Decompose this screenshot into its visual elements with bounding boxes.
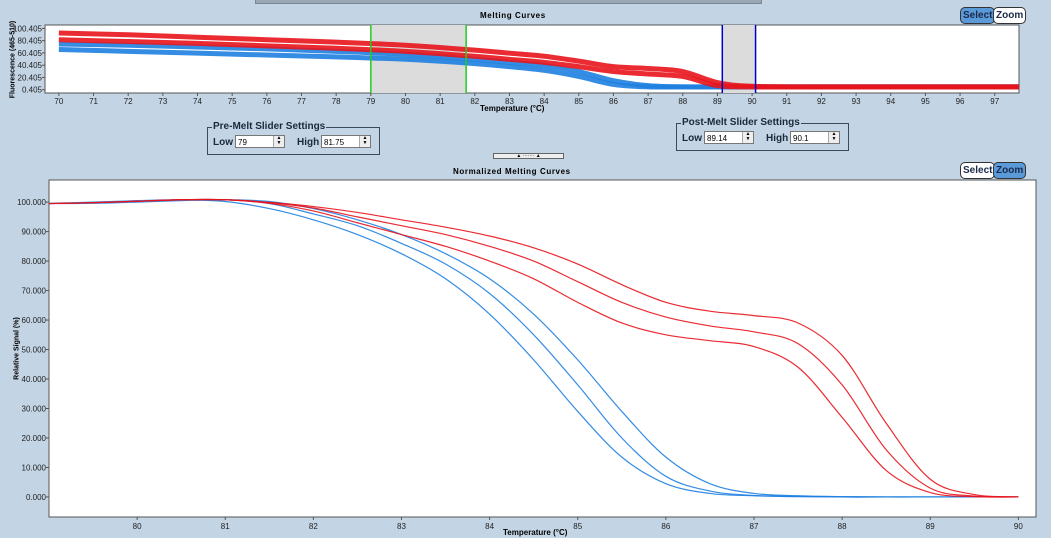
top-select-button[interactable]: Select xyxy=(960,7,996,24)
x-tick-label: 80 xyxy=(401,97,410,106)
x-tick-label: 86 xyxy=(609,97,618,106)
curve-red xyxy=(49,198,1019,498)
x-tick-label: 71 xyxy=(89,97,98,106)
curve-red xyxy=(58,37,1019,90)
x-tick-label: 77 xyxy=(297,97,306,106)
x-tick-label: 87 xyxy=(644,97,653,106)
y-tick-label: 60.405 xyxy=(18,49,43,58)
x-tick-label: 83 xyxy=(505,97,514,106)
post-melt-region xyxy=(722,25,756,93)
x-tick-label: 96 xyxy=(956,97,965,106)
y-tick-label: 0.405 xyxy=(22,86,43,95)
x-tick-label: 82 xyxy=(470,97,479,106)
top-scroll-strip[interactable] xyxy=(255,0,762,4)
y-tick-label: 100.405 xyxy=(13,24,42,33)
x-tick-label: 91 xyxy=(782,97,791,106)
x-tick-label: 79 xyxy=(366,97,375,106)
y-tick-label: 20.000 xyxy=(22,434,47,443)
y-tick-label: 90.000 xyxy=(22,228,47,237)
x-tick-label: 85 xyxy=(573,522,582,531)
x-tick-label: 82 xyxy=(309,522,318,531)
pre-melt-low-label: Low xyxy=(213,137,233,148)
y-tick-label: 70.000 xyxy=(22,287,47,296)
x-tick-label: 72 xyxy=(124,97,133,106)
x-tick-label: 92 xyxy=(817,97,826,106)
x-tick-label: 83 xyxy=(397,522,406,531)
top-x-axis-label: Temperature (°C) xyxy=(480,104,545,113)
x-tick-label: 88 xyxy=(678,97,687,106)
y-tick-label: 60.000 xyxy=(22,316,47,325)
x-tick-label: 81 xyxy=(436,97,445,106)
x-tick-label: 84 xyxy=(485,522,494,531)
pre-melt-high-input[interactable]: 81.75 ▲ ▼ xyxy=(321,135,371,148)
pre-melt-slider-settings: Pre-Melt Slider Settings Low 79 ▲ ▼ High 8… xyxy=(207,121,380,155)
panel-splitter-handle[interactable]: ▲ ······· ▲ xyxy=(493,153,564,159)
bottom-select-button[interactable]: Select xyxy=(960,162,996,179)
spinner-arrows-icon[interactable]: ▲ ▼ xyxy=(359,136,370,147)
y-tick-label: 10.000 xyxy=(22,463,47,472)
x-tick-label: 80 xyxy=(133,522,142,531)
x-tick-label: 94 xyxy=(886,97,895,106)
y-tick-label: 40.405 xyxy=(18,61,43,70)
x-tick-label: 84 xyxy=(540,97,549,106)
curves-group xyxy=(58,30,1019,90)
post-melt-legend: Post-Melt Slider Settings xyxy=(681,117,801,128)
x-tick-label: 89 xyxy=(713,97,722,106)
pre-melt-high-label: High xyxy=(297,137,320,148)
x-tick-label: 87 xyxy=(750,522,759,531)
post-melt-low-label: Low xyxy=(682,133,702,144)
bottom-zoom-button[interactable]: Zoom xyxy=(993,162,1027,179)
x-tick-label: 95 xyxy=(921,97,930,106)
post-melt-low-value: 89.14 xyxy=(707,134,728,143)
melting-curves-title: Melting Curves xyxy=(480,11,546,20)
normalized-melting-curves-title: Normalized Melting Curves xyxy=(453,167,571,176)
y-tick-label: 0.000 xyxy=(26,493,47,502)
y-tick-label: 50.000 xyxy=(22,346,47,355)
post-melt-high-value: 90.1 xyxy=(793,134,809,143)
x-tick-label: 93 xyxy=(852,97,861,106)
x-tick-label: 90 xyxy=(1014,522,1023,531)
x-tick-label: 81 xyxy=(221,522,230,531)
pre-melt-legend: Pre-Melt Slider Settings xyxy=(212,121,327,132)
x-tick-label: 85 xyxy=(574,97,583,106)
pre-melt-low-value: 79 xyxy=(238,138,247,147)
plot-area xyxy=(48,179,1037,518)
top-zoom-button[interactable]: Zoom xyxy=(993,7,1027,24)
curves-group xyxy=(49,198,1019,498)
x-tick-label: 75 xyxy=(228,97,237,106)
y-tick-label: 80.405 xyxy=(18,37,43,46)
spinner-arrows-icon[interactable]: ▲ ▼ xyxy=(742,132,753,143)
top-y-axis-label: Fluorescence (465-510) xyxy=(9,20,17,99)
pre-melt-low-input[interactable]: 79 ▲ ▼ xyxy=(235,135,285,148)
x-tick-label: 97 xyxy=(990,97,999,106)
bottom-x-axis-label: Temperature (°C) xyxy=(503,528,568,537)
melting-curves-chart: 70 71 72 73 74 75 76 77 78 79 80 81 82 83 84 85 86 87 88 89… xyxy=(13,24,1020,106)
pre-melt-high-value: 81.75 xyxy=(324,138,345,147)
x-tick-label: 89 xyxy=(926,522,935,531)
x-tick-label: 88 xyxy=(838,522,847,531)
y-tick-label: 100.000 xyxy=(17,198,46,207)
y-tick-label: 80.000 xyxy=(22,257,47,266)
spinner-arrows-icon[interactable]: ▲ ▼ xyxy=(828,132,839,143)
x-tick-label: 70 xyxy=(54,97,63,106)
post-melt-slider-settings: Post-Melt Slider Settings Low 89.14 ▲ ▼ Hi… xyxy=(676,117,849,151)
y-tick-label: 40.000 xyxy=(22,375,47,384)
x-tick-label: 78 xyxy=(332,97,341,106)
post-melt-low-input[interactable]: 89.14 ▲ ▼ xyxy=(704,131,754,144)
x-tick-label: 76 xyxy=(262,97,271,106)
x-tick-label: 86 xyxy=(661,522,670,531)
bottom-y-axis-label: Relative Signal (%) xyxy=(13,317,21,380)
x-tick-label: 90 xyxy=(748,97,757,106)
x-tick-label: 74 xyxy=(193,97,202,106)
y-tick-label: 20.405 xyxy=(18,73,43,82)
normalized-melting-curves-chart: 80 81 82 83 84 85 86 87 88 89 90 100.000 90.000 80.00… xyxy=(17,179,1037,531)
spinner-arrows-icon[interactable]: ▲ ▼ xyxy=(273,136,284,147)
y-tick-label: 30.000 xyxy=(22,404,47,413)
post-melt-high-label: High xyxy=(766,133,789,144)
post-melt-high-input[interactable]: 90.1 ▲ ▼ xyxy=(790,131,840,144)
x-tick-label: 73 xyxy=(158,97,167,106)
